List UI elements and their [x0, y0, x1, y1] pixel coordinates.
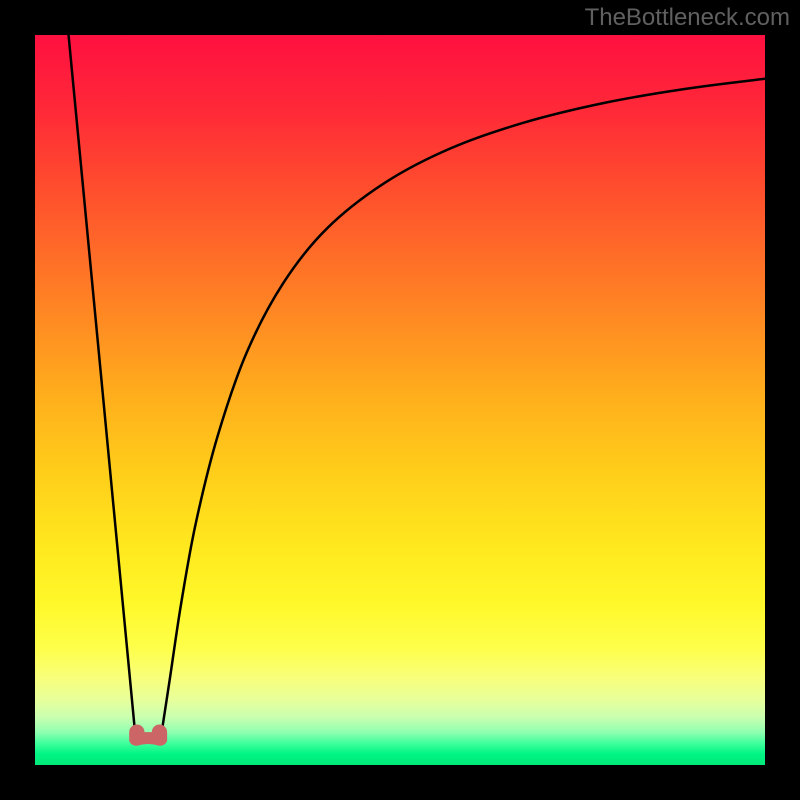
- watermark-text: TheBottleneck.com: [585, 4, 790, 32]
- gradient-background: [35, 35, 765, 765]
- plot-area: [35, 35, 765, 765]
- chart-svg: [35, 35, 765, 765]
